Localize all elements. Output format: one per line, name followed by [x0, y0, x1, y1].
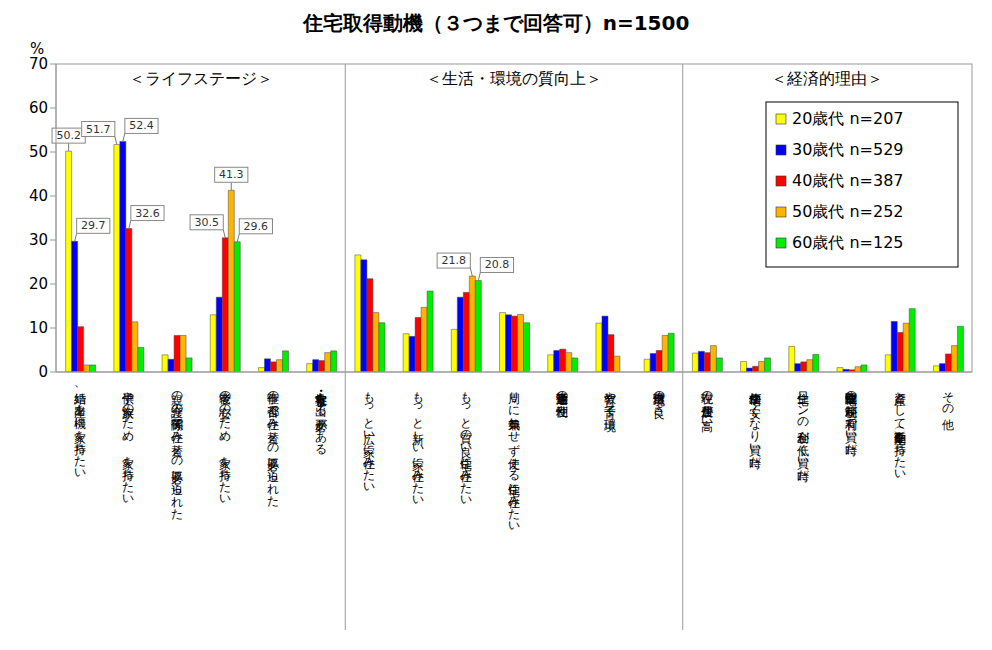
svg-text:寮・社宅・官舎を出る必要がある: 寮・社宅・官舎を出る必要がある [314, 384, 328, 455]
svg-text:60歳代 n=125: 60歳代 n=125 [792, 233, 904, 252]
svg-text:自然環境の良さ: 自然環境の良さ [652, 384, 666, 420]
svg-text:20歳代 n=207: 20歳代 n=207 [792, 109, 904, 128]
svg-text:資産として住宅（不動産）を持ちたい: 資産として住宅（不動産）を持ちたい [893, 384, 907, 478]
svg-text:50歳代 n=252: 50歳代 n=252 [792, 202, 904, 221]
svg-text:40歳代 n=387: 40歳代 n=387 [792, 171, 904, 190]
svg-text:親の介護の関係等で住み替えの必要に迫られた: 親の介護の関係等で住み替えの必要に迫られた [170, 384, 184, 520]
svg-text:21.8: 21.8 [441, 254, 466, 267]
svg-text:30歳代 n=529: 30歳代 n=529 [792, 140, 904, 159]
svg-text:29.6: 29.6 [244, 220, 269, 233]
svg-text:教育や子育て環境: 教育や子育て環境 [603, 384, 617, 433]
svg-text:＜生活・環境の質向上＞: ＜生活・環境の質向上＞ [426, 69, 602, 88]
svg-text:現在の住居費が高い: 現在の住居費が高い [700, 384, 714, 433]
svg-text:＜経済的理由＞: ＜経済的理由＞ [771, 69, 883, 88]
svg-text:子供や家族のため、家を持ちたい: 子供や家族のため、家を持ちたい [121, 384, 135, 503]
svg-text:その他: その他 [941, 384, 955, 431]
svg-text:老後の安心のため、家を持ちたい: 老後の安心のため、家を持ちたい [218, 384, 232, 503]
svg-text:29.7: 29.7 [81, 219, 106, 232]
svg-text:30: 30 [29, 231, 48, 249]
svg-text:周りに気兼ねせず使える住宅に住みたい: 周りに気兼ねせず使える住宅に住みたい [507, 384, 521, 530]
svg-text:51.7: 51.7 [86, 123, 111, 136]
svg-text:もっと質の良い住宅に住みたい: もっと質の良い住宅に住みたい [459, 384, 473, 504]
svg-text:もっと広い家に住みたい: もっと広い家に住みたい [362, 384, 376, 491]
svg-text:50: 50 [29, 143, 48, 161]
svg-text:%: % [30, 40, 44, 58]
svg-text:もっと新しい家に住みたい: もっと新しい家に住みたい [411, 384, 425, 504]
svg-text:50.2: 50.2 [56, 129, 81, 142]
svg-text:住宅取得関連の税制等が有利で買い時だ: 住宅取得関連の税制等が有利で買い時だ [844, 384, 858, 457]
svg-text:32.6: 32.6 [135, 207, 160, 220]
svg-text:仕事の都合で住み替えの必要に迫られた: 仕事の都合で住み替えの必要に迫られた [266, 384, 280, 507]
svg-text:通勤等生活の利便性: 通勤等生活の利便性 [555, 384, 569, 418]
svg-text:20: 20 [29, 275, 48, 293]
svg-text:＜ライフステージ＞: ＜ライフステージ＞ [129, 69, 273, 88]
svg-text:住宅価格が安くなり買い時だ: 住宅価格が安くなり買い時だ [748, 384, 762, 470]
svg-text:41.3: 41.3 [219, 168, 244, 181]
svg-text:60: 60 [29, 99, 48, 117]
svg-text:40: 40 [29, 187, 48, 205]
svg-text:住宅ローンの金利が低く買い時だ: 住宅ローンの金利が低く買い時だ [796, 384, 810, 483]
svg-text:20.8: 20.8 [485, 258, 510, 271]
svg-text:52.4: 52.4 [129, 119, 154, 132]
svg-text:70: 70 [29, 55, 48, 73]
svg-text:結婚、出産を機に家を持ちたい: 結婚、出産を機に家を持ちたい [73, 384, 87, 477]
svg-text:30.5: 30.5 [194, 216, 219, 229]
svg-text:0: 0 [38, 363, 48, 381]
svg-text:10: 10 [29, 319, 48, 337]
html-text:住宅取得動機（３つまで回答可）n=1500: 住宅取得動機（３つまで回答可）n=1500 [302, 11, 690, 35]
